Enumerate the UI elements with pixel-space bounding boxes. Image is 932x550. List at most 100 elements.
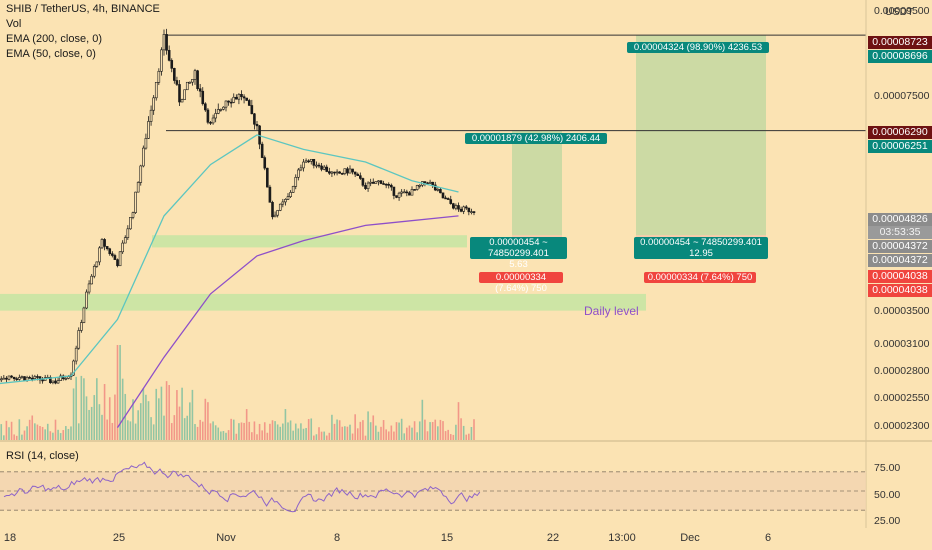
price-label-dark: 0.00008723 xyxy=(868,36,932,49)
candle xyxy=(335,169,339,176)
position-2-target[interactable]: 0.00004324 (98.90%) 4236.53 xyxy=(627,42,769,53)
volume-bar xyxy=(137,410,139,440)
candle-body xyxy=(100,239,104,249)
volume-bar xyxy=(67,428,70,440)
candle-body xyxy=(72,360,75,376)
hlines-layer xyxy=(0,0,932,528)
volume-bar xyxy=(85,396,88,440)
candle-body xyxy=(95,261,99,267)
time-tick: Nov xyxy=(216,532,236,544)
candle-body xyxy=(10,375,13,378)
candle-body xyxy=(116,259,119,267)
volume-bar xyxy=(90,406,93,440)
volume-bar xyxy=(155,388,158,440)
volume-bar xyxy=(83,378,85,440)
candle-body xyxy=(346,168,349,174)
volume-bar xyxy=(356,428,359,440)
volume-bar xyxy=(315,434,318,440)
candle xyxy=(325,164,329,173)
volume-bar xyxy=(134,423,137,440)
ema50-legend: EMA (50, close, 0) xyxy=(6,48,96,60)
time-tick: Dec xyxy=(680,532,700,544)
volume-bar xyxy=(408,425,411,440)
candle xyxy=(18,374,21,381)
volume-bar xyxy=(460,418,462,440)
countdown-label: 03:53:35 xyxy=(868,226,932,239)
candle xyxy=(196,69,199,91)
position-2-ratio: 12.95 xyxy=(689,248,713,259)
volume-bar xyxy=(98,404,101,440)
candle-body xyxy=(307,160,310,163)
position-1-target[interactable]: 0.00001879 (42.98%) 2406.44 xyxy=(465,133,607,144)
candle-body xyxy=(317,164,321,167)
volume-bar xyxy=(28,419,31,440)
candle xyxy=(183,89,186,100)
candle xyxy=(317,162,321,169)
volume-bar xyxy=(468,433,470,440)
position-1-stop[interactable]: 0.00000334 (7.64%) 750 xyxy=(479,272,563,294)
daily-level-label: Daily level xyxy=(584,304,639,318)
candle xyxy=(266,167,269,188)
volume-bar xyxy=(320,431,323,440)
candle xyxy=(364,182,367,190)
volume-bar xyxy=(393,431,395,440)
candle xyxy=(116,258,119,268)
volume-bar xyxy=(93,395,96,440)
candle xyxy=(289,190,292,198)
volume-bar xyxy=(18,419,21,440)
candle xyxy=(452,202,455,210)
volume-bar xyxy=(333,423,336,440)
volume-bar xyxy=(364,435,367,440)
volume-bar xyxy=(416,432,418,440)
position-2-entry[interactable]: 0.00000454 ~ 74850299.401 12.95 xyxy=(634,237,768,259)
volume-bar xyxy=(263,422,266,440)
candle-body xyxy=(129,217,132,230)
volume-bar xyxy=(194,424,196,440)
candle-body xyxy=(198,88,202,92)
volume-bar xyxy=(13,434,15,440)
volume-bar xyxy=(75,376,77,440)
candle-body xyxy=(382,183,385,185)
candle xyxy=(361,177,365,187)
candle-body xyxy=(470,211,473,213)
candle-body xyxy=(18,377,21,380)
candle-body xyxy=(113,255,117,260)
time-axis[interactable]: 18 25 Nov 8 15 22 13:00 Dec 6 xyxy=(4,532,771,544)
candle-body xyxy=(273,214,277,218)
position-1-entry[interactable]: 0.00000454 ~ 74850299.401 5.63 xyxy=(470,237,567,270)
candle xyxy=(188,81,192,84)
candle xyxy=(294,174,298,190)
candle xyxy=(384,183,388,189)
candle xyxy=(0,376,3,383)
volume-bar xyxy=(331,414,333,440)
price-label-teal: 0.00006251 xyxy=(868,140,932,153)
candle-body xyxy=(253,113,256,125)
volume-bar xyxy=(52,432,54,440)
candle xyxy=(152,95,155,115)
candle xyxy=(250,99,254,115)
volume-bar xyxy=(129,421,132,440)
candle-body xyxy=(431,181,434,186)
volume-bar xyxy=(181,387,183,440)
candle xyxy=(126,225,130,240)
candle xyxy=(304,158,308,164)
volume-bar xyxy=(225,432,227,440)
volume-bar xyxy=(266,432,269,440)
candle-body xyxy=(51,380,55,383)
candle xyxy=(281,198,285,208)
volume-bar xyxy=(336,419,338,440)
candle xyxy=(173,67,176,84)
volume-bar xyxy=(434,419,437,440)
daily-level-zone xyxy=(0,293,646,311)
candle-body xyxy=(245,97,248,101)
volume-bar xyxy=(108,397,111,440)
symbol-title: SHIB / TetherUS, 4h, BINANCE xyxy=(6,3,160,15)
volume-bar xyxy=(214,425,217,440)
candle-body xyxy=(188,81,192,84)
position-2-stop[interactable]: 0.00000334 (7.64%) 750 xyxy=(644,272,756,283)
volume-bar xyxy=(70,426,72,440)
axis-currency: USDT xyxy=(885,6,914,18)
candle-body xyxy=(415,185,419,190)
volume-bar xyxy=(349,424,351,440)
